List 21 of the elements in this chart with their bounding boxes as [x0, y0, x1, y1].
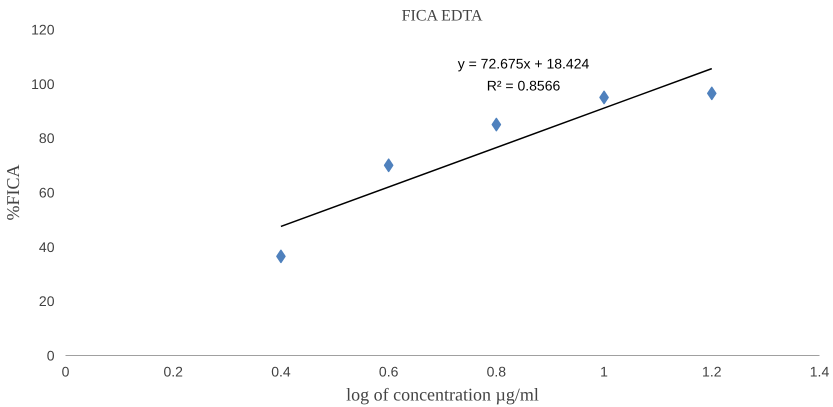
- x-tick-label: 0.6: [378, 364, 399, 380]
- x-tick-label: 0.8: [486, 364, 506, 380]
- x-tick-label: 1.4: [810, 364, 830, 380]
- y-tick-label: 40: [38, 238, 55, 255]
- y-axis-title: %FICA: [3, 164, 24, 220]
- x-tick-label: 0.2: [163, 364, 184, 380]
- y-tick-label: 60: [38, 184, 55, 200]
- y-tick-label: 0: [46, 348, 55, 364]
- x-tick-label: 0: [62, 364, 70, 380]
- y-tick-label: 80: [38, 130, 55, 146]
- x-axis-title: log of concentration µg/ml: [346, 384, 539, 404]
- annotation: R² = 0.8566: [486, 78, 560, 94]
- x-tick-label: 0.4: [271, 364, 291, 380]
- x-tick-label: 1.2: [702, 364, 722, 380]
- point: [706, 86, 717, 100]
- chart-title: FICA EDTA: [402, 8, 483, 24]
- y-tick-label: 120: [31, 22, 55, 38]
- y-tick-label: 20: [38, 293, 55, 310]
- x-tick-label: 1: [600, 364, 608, 380]
- y-tick-label: 100: [31, 76, 55, 92]
- annotation: y = 72.675x + 18.424: [458, 56, 590, 72]
